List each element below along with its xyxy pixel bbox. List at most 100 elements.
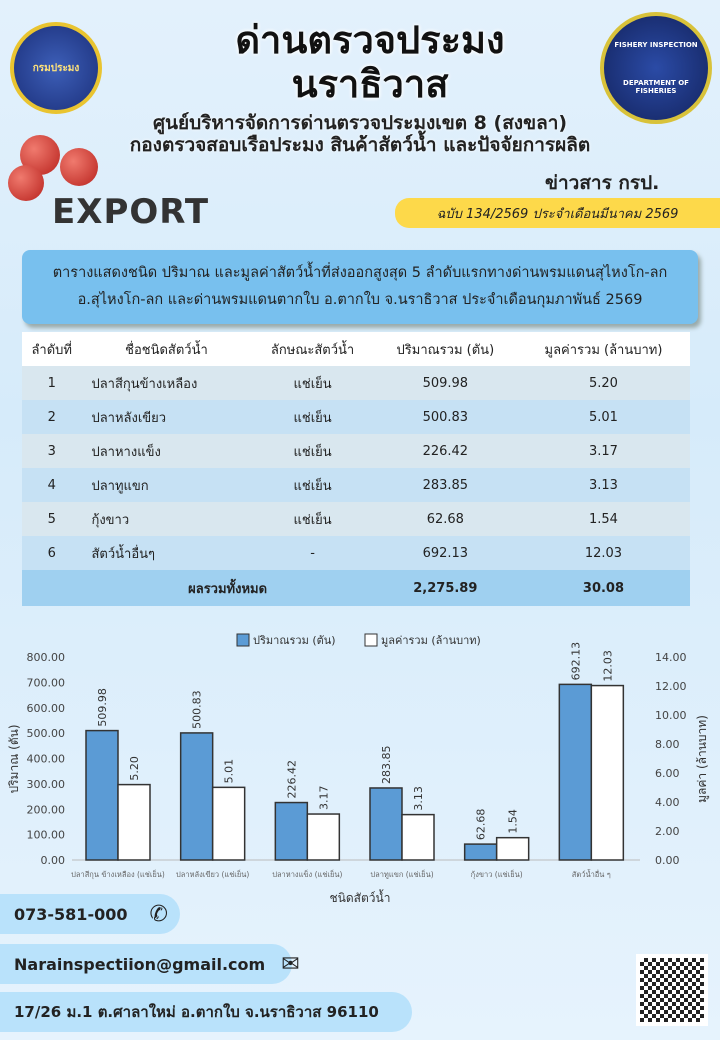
bar-quantity	[463, 843, 498, 861]
table-cell: 2	[22, 400, 82, 434]
data-label: 5.20	[128, 756, 141, 781]
data-label: 226.42	[285, 760, 298, 799]
y-tick-label: 300.00	[27, 778, 66, 791]
table-row: 6 สัตว์น้ำอื่นๆ -692.13 12.03	[22, 536, 690, 570]
address: 17/26 ม.1 ต.ศาลาใหม่ อ.ตากใบ จ.นราธิวาส …	[14, 1003, 379, 1021]
table-cell: 3.17	[516, 434, 690, 468]
table-cell: แช่เย็น	[251, 434, 374, 468]
y2-tick-label: 2.00	[655, 825, 680, 838]
export-heading: EXPORT	[52, 192, 210, 232]
berry-decoration	[8, 165, 44, 201]
col-header: ลำดับที่	[22, 332, 82, 366]
total-row: ผลรวมทั้งหมด 2,275.89 30.08	[22, 570, 690, 606]
table-cell: 1.54	[516, 502, 690, 536]
x-tick-label: ปลาสีกุน ข้างเหลือง (แช่เย็น)	[71, 869, 165, 879]
berry-decoration	[60, 148, 98, 186]
bar-value	[401, 813, 435, 861]
bar-value	[306, 813, 341, 861]
x-tick-label: สัตว์น้ำอื่น ๆ	[572, 869, 611, 879]
table-header: ลำดับที่ ชื่อชนิดสัตว์น้ำ ลักษณะสัตว์น้ำ…	[22, 332, 690, 366]
data-label: 12.03	[601, 650, 614, 682]
data-label: 62.68	[475, 809, 488, 841]
table-cell: 4	[22, 468, 82, 502]
bar-quantity	[558, 683, 593, 861]
table-cell: 3.13	[516, 468, 690, 502]
data-label: 3.17	[317, 786, 330, 811]
y-tick-label: 600.00	[27, 702, 66, 715]
y-tick-label: 800.00	[27, 651, 66, 664]
table-cell: 62.68	[373, 502, 517, 536]
data-label: 692.13	[569, 642, 582, 681]
col-header: ลักษณะสัตว์น้ำ	[251, 332, 374, 366]
y-tick-label: 400.00	[27, 753, 66, 766]
subtitle: ศูนย์บริหารจัดการด่านตรวจประมงเขต 8 (สงข…	[129, 112, 591, 156]
table-cell: 5	[22, 502, 82, 536]
phone-number: 073-581-000	[14, 904, 128, 924]
data-label: 283.85	[380, 745, 393, 784]
table-title: ตารางแสดงชนิด ปริมาณ และมูลค่าสัตว์น้ำที…	[22, 250, 698, 324]
table-row: 1 ปลาสีกุนข้างเหลือง แช่เย็น 509.98 5.20	[22, 366, 690, 400]
bar-quantity	[179, 732, 214, 861]
table-cell: 1	[22, 366, 82, 400]
table-cell: 692.13	[373, 536, 517, 570]
table-cell: สัตว์น้ำอื่นๆ	[81, 536, 252, 570]
y2-tick-label: 12.00	[655, 680, 687, 693]
table-row: 4 ปลาทูแขก แช่เย็น 283.85 3.13	[22, 468, 690, 502]
y-axis-title: ปริมาณ (ตัน)	[7, 724, 21, 793]
table-cell: ปลาหลังเขียว	[81, 400, 252, 434]
bar-quantity	[274, 801, 309, 861]
x-tick-label: ปลาทูแขก (แช่เย็น)	[370, 869, 433, 879]
table-cell: 5.20	[516, 366, 690, 400]
page-title: ด่านตรวจประมง นราธิวาส	[235, 18, 505, 106]
data-label: 500.83	[191, 690, 204, 729]
bar-value	[590, 684, 625, 861]
table-cell: ปลาหางแข็ง	[81, 434, 252, 468]
envelope-icon: ✉	[281, 951, 300, 977]
email-contact: Narainspectiion@gmail.com ✉	[0, 944, 300, 984]
y-tick-label: 100.00	[27, 829, 66, 842]
total-qty: 2,275.89	[373, 570, 517, 606]
table-cell: 12.03	[516, 536, 690, 570]
table-cell: 283.85	[373, 468, 517, 502]
phone-icon: ✆	[149, 901, 168, 927]
y2-tick-label: 14.00	[655, 651, 687, 664]
table-cell: 6	[22, 536, 82, 570]
table-row: 2 ปลาหลังเขียว แช่เย็น 500.83 5.01	[22, 400, 690, 434]
col-header: ชื่อชนิดสัตว์น้ำ	[81, 332, 252, 366]
address-contact: 17/26 ม.1 ต.ศาลาใหม่ อ.ตากใบ จ.นราธิวาส …	[0, 992, 412, 1032]
phone-contact: 073-581-000 ✆	[0, 894, 180, 934]
department-logo: กรมประมง	[10, 22, 102, 114]
data-label: 5.01	[223, 759, 236, 784]
table-cell: 3	[22, 434, 82, 468]
x-tick-label: กุ้งขาว (แช่เย็น)	[471, 869, 523, 879]
table-cell: 509.98	[373, 366, 517, 400]
y-tick-label: 700.00	[27, 676, 66, 689]
y2-tick-label: 10.00	[655, 709, 687, 722]
y2-tick-label: 8.00	[655, 738, 680, 751]
legend-swatch-quantity	[236, 633, 250, 647]
legend-swatch-value	[364, 633, 378, 647]
table-row: 3 ปลาหางแข็ง แช่เย็น 226.42 3.17	[22, 434, 690, 468]
bar-quantity	[369, 787, 403, 861]
bar-value	[495, 836, 530, 861]
table-cell: แช่เย็น	[251, 502, 374, 536]
y-tick-label: 500.00	[27, 727, 66, 740]
export-chart: 0.00 100.00 200.00 300.00 400.00 500.00 600.00…	[7, 633, 710, 905]
bar-quantity	[85, 729, 119, 861]
table-cell: กุ้งขาว	[81, 502, 252, 536]
x-tick-label: ปลาหลังเขียว (แช่เย็น)	[176, 869, 249, 879]
email-address: Narainspectiion@gmail.com	[14, 954, 266, 974]
table-cell: ปลาทูแขก	[81, 468, 252, 502]
y2-tick-label: 4.00	[655, 796, 680, 809]
table-cell: 5.01	[516, 400, 690, 434]
total-value: 30.08	[516, 570, 690, 606]
y2-tick-label: 0.00	[655, 854, 680, 867]
table-cell: 500.83	[373, 400, 517, 434]
news-label: ข่าวสาร กรป.	[545, 172, 660, 194]
table-cell: แช่เย็น	[251, 468, 374, 502]
data-label: 509.98	[96, 688, 109, 727]
table-cell: แช่เย็น	[251, 400, 374, 434]
total-label: ผลรวมทั้งหมด	[81, 570, 374, 606]
table-cell: ปลาสีกุนข้างเหลือง	[81, 366, 252, 400]
bar-value	[211, 786, 246, 861]
